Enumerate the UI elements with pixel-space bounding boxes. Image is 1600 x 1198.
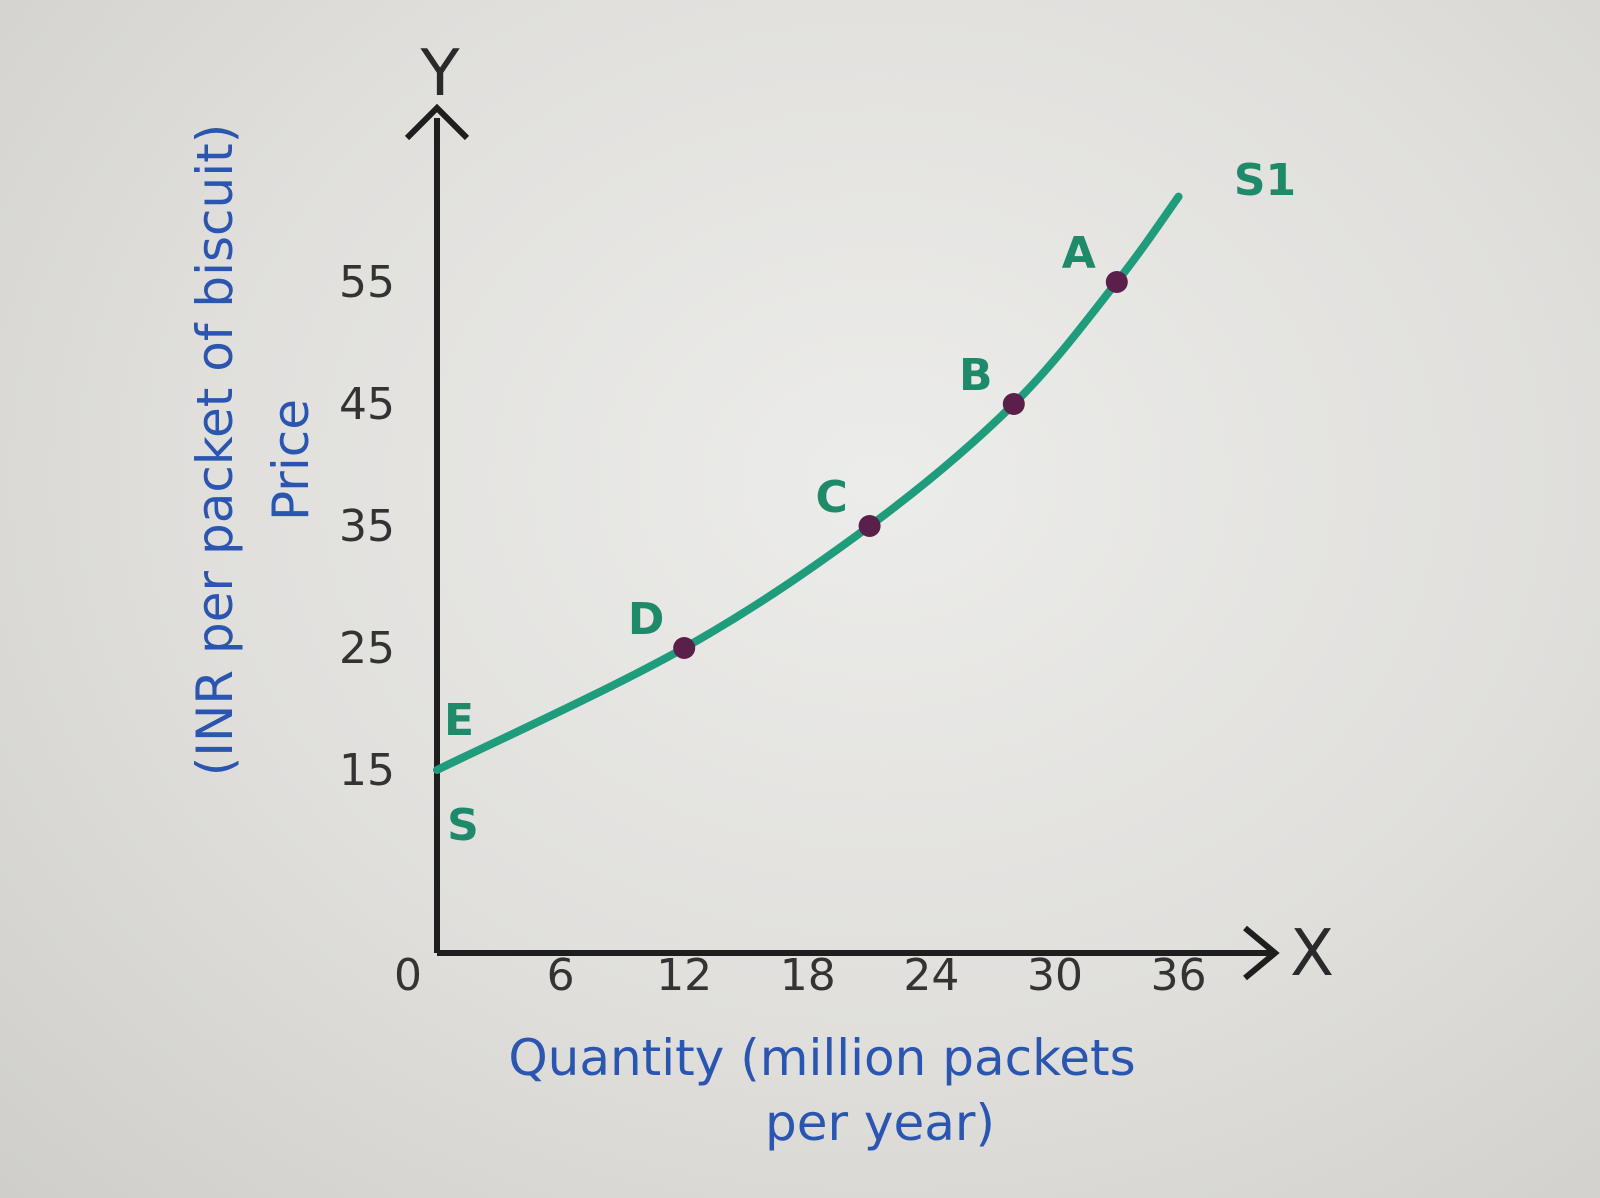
y-tick-labels: 15 25 35 45 55	[339, 257, 395, 796]
point-marker-d	[673, 637, 696, 659]
y-tick-label: 35	[339, 501, 395, 552]
point-label-a: A	[1062, 228, 1096, 279]
x-tick-label: 36	[1151, 950, 1207, 1001]
x-tick-label: 18	[780, 950, 836, 1001]
curve-end-label: S1	[1234, 155, 1296, 206]
y-axis-arrowhead	[404, 103, 470, 141]
curve-start-label: S	[447, 800, 479, 851]
x-tick-labels: 6 12 18 24 30 36	[547, 950, 1207, 1001]
point-marker-a	[1105, 271, 1128, 293]
y-tick-label: 25	[339, 623, 395, 674]
point-markers	[673, 271, 1128, 659]
x-axis-arrowhead	[1243, 925, 1280, 981]
x-axis-title-line1: Quantity (million packets	[508, 1029, 1135, 1087]
y-tick-label: 15	[339, 745, 395, 796]
x-tick-label: 24	[903, 950, 959, 1001]
point-label-c: C	[815, 472, 847, 523]
y-tick-label: 45	[339, 379, 395, 430]
y-tick-label: 55	[339, 257, 395, 308]
y-axis-title-line1: Price	[262, 399, 320, 521]
origin-label: 0	[394, 950, 422, 1001]
point-labels: E D C B A	[444, 228, 1096, 746]
y-axis-letter: Y	[419, 37, 460, 111]
x-tick-label: 30	[1027, 950, 1083, 1001]
x-tick-label: 6	[547, 950, 575, 1001]
x-axis-title-line2: per year)	[765, 1094, 995, 1152]
point-label-e: E	[444, 695, 474, 746]
point-marker-b	[1002, 393, 1025, 415]
x-tick-label: 12	[656, 950, 712, 1001]
point-marker-c	[858, 515, 881, 537]
supply-curve-s1	[433, 192, 1183, 774]
point-label-b: B	[959, 350, 993, 401]
y-axis-title-line2: (INR per packet of biscuit)	[186, 124, 244, 777]
x-axis-letter: X	[1290, 917, 1334, 991]
point-label-d: D	[628, 594, 665, 645]
